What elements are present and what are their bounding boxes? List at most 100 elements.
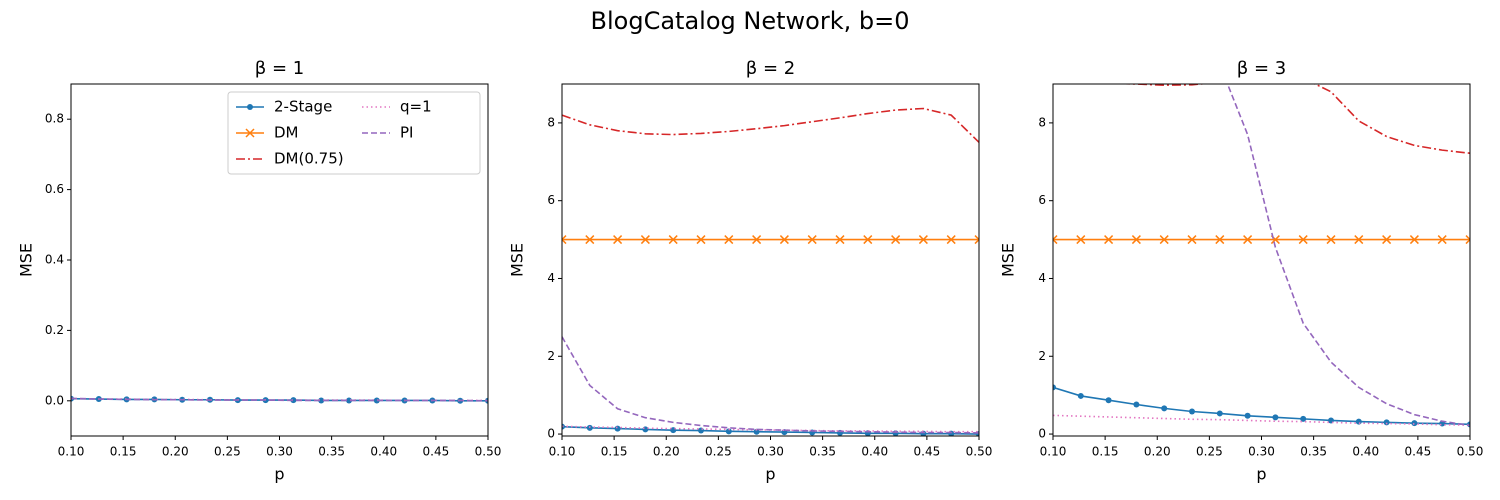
marker bbox=[562, 235, 567, 245]
y-axis-label: MSE bbox=[17, 243, 36, 277]
marker bbox=[1382, 235, 1392, 245]
x-tick-label: 0.50 bbox=[966, 445, 993, 459]
y-tick-label: 0.8 bbox=[45, 112, 64, 126]
x-tick-label: 0.10 bbox=[58, 445, 85, 459]
x-tick-label: 0.35 bbox=[318, 445, 345, 459]
marker bbox=[1243, 235, 1253, 245]
y-axis-label: MSE bbox=[508, 243, 527, 277]
legend-label: 2-Stage bbox=[274, 98, 332, 116]
marker bbox=[1159, 235, 1169, 245]
legend-box bbox=[227, 91, 481, 175]
y-tick-label: 8 bbox=[547, 115, 555, 129]
x-tick-label: 0.20 bbox=[1144, 445, 1171, 459]
marker bbox=[1300, 415, 1307, 422]
marker bbox=[974, 235, 979, 245]
x-tick-label: 0.40 bbox=[370, 445, 397, 459]
y-tick-label: 4 bbox=[1038, 271, 1046, 285]
marker bbox=[1216, 410, 1223, 417]
x-tick-label: 0.10 bbox=[549, 445, 576, 459]
marker bbox=[1383, 419, 1390, 426]
x-tick-label: 0.40 bbox=[1352, 445, 1379, 459]
x-axis-label: p bbox=[274, 465, 284, 484]
marker bbox=[1105, 397, 1112, 404]
marker bbox=[807, 235, 817, 245]
marker bbox=[613, 235, 623, 245]
x-tick-label: 0.50 bbox=[475, 445, 502, 459]
y-tick-label: 0.4 bbox=[45, 253, 64, 267]
marker bbox=[1053, 384, 1056, 391]
x-tick-label: 0.35 bbox=[809, 445, 836, 459]
marker bbox=[752, 235, 762, 245]
subplot-title: β = 1 bbox=[255, 58, 304, 79]
x-tick-label: 0.45 bbox=[423, 445, 450, 459]
x-tick-label: 0.45 bbox=[914, 445, 941, 459]
series-line bbox=[562, 425, 979, 435]
y-tick-label: 0.2 bbox=[45, 323, 64, 337]
marker bbox=[290, 397, 297, 404]
figure-title: BlogCatalog Network, b=0 bbox=[591, 7, 910, 35]
subplot-title: β = 3 bbox=[1237, 58, 1286, 79]
y-tick-label: 4 bbox=[547, 271, 555, 285]
legend-marker bbox=[245, 128, 255, 138]
series-line bbox=[562, 107, 979, 143]
marker bbox=[1326, 235, 1336, 245]
y-tick-label: 8 bbox=[1038, 115, 1046, 129]
plot-frame bbox=[561, 83, 980, 437]
y-tick-label: 0 bbox=[1038, 427, 1046, 441]
legend-label: DM bbox=[274, 124, 299, 142]
y-axis-label: MSE bbox=[999, 243, 1018, 277]
y-tick-label: 0.6 bbox=[45, 182, 64, 196]
x-tick-label: 0.15 bbox=[110, 445, 137, 459]
x-tick-label: 0.45 bbox=[1405, 445, 1432, 459]
marker bbox=[1354, 235, 1364, 245]
subplot-title: β = 2 bbox=[746, 58, 795, 79]
marker bbox=[946, 235, 956, 245]
y-tick-label: 2 bbox=[547, 349, 555, 363]
marker bbox=[1133, 401, 1140, 408]
x-tick-label: 0.25 bbox=[214, 445, 241, 459]
y-tick-label: 0 bbox=[547, 427, 555, 441]
marker bbox=[1053, 235, 1058, 245]
legend-label: PI bbox=[400, 124, 413, 142]
subplot: β = 3 p MSE 0.10 0.15 0.20 0.25 0.30 0.35 0.40 0.4… bbox=[999, 58, 1484, 484]
x-tick-label: 0.35 bbox=[1300, 445, 1327, 459]
y-tick-label: 2 bbox=[1038, 349, 1046, 363]
marker bbox=[891, 235, 901, 245]
x-tick-label: 0.30 bbox=[266, 445, 293, 459]
y-tick-label: 0.0 bbox=[45, 393, 64, 407]
marker bbox=[585, 235, 595, 245]
series-line bbox=[1053, 386, 1470, 426]
marker bbox=[346, 397, 353, 404]
marker bbox=[640, 235, 650, 245]
x-tick-label: 0.20 bbox=[653, 445, 680, 459]
y-tick-label: 6 bbox=[1038, 193, 1046, 207]
x-tick-label: 0.10 bbox=[1040, 445, 1067, 459]
marker bbox=[614, 425, 621, 432]
x-tick-label: 0.15 bbox=[1092, 445, 1119, 459]
marker bbox=[1104, 235, 1114, 245]
subplot: β = 1 p MSE 0.10 0.15 0.20 0.25 0.30 0.35 0.40 0.4… bbox=[17, 58, 502, 484]
marker bbox=[1244, 412, 1251, 419]
series-line bbox=[1053, 414, 1470, 426]
series-line bbox=[71, 397, 488, 402]
plot-area bbox=[1053, 84, 1470, 428]
marker bbox=[1077, 392, 1084, 399]
marker bbox=[1215, 235, 1225, 245]
series-line bbox=[1107, 84, 1470, 155]
x-axis-label: p bbox=[765, 465, 775, 484]
x-tick-label: 0.20 bbox=[162, 445, 189, 459]
plot-frame bbox=[1052, 83, 1471, 437]
marker bbox=[1409, 235, 1419, 245]
marker bbox=[642, 426, 649, 433]
marker bbox=[373, 397, 380, 404]
marker bbox=[1437, 235, 1447, 245]
marker bbox=[696, 235, 706, 245]
marker bbox=[724, 235, 734, 245]
marker bbox=[1411, 420, 1418, 427]
x-tick-label: 0.15 bbox=[601, 445, 628, 459]
x-tick-label: 0.25 bbox=[705, 445, 732, 459]
plot-area bbox=[71, 395, 488, 404]
x-tick-label: 0.30 bbox=[1248, 445, 1275, 459]
x-axis-label: p bbox=[1256, 465, 1266, 484]
